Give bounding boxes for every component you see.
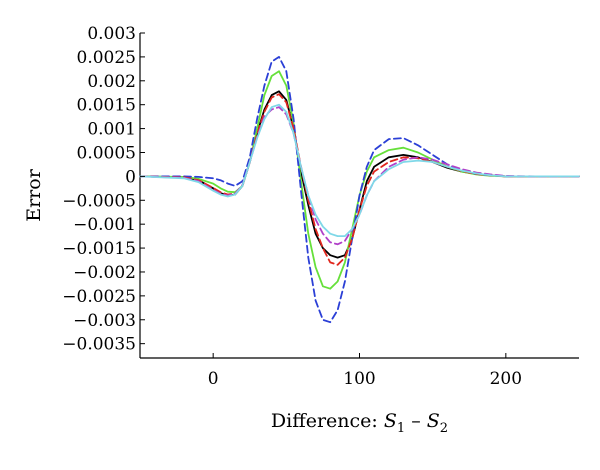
x-label-sub-1: 1 [397, 421, 405, 436]
series-line-1 [139, 90, 580, 259]
y-tick-label: 0.003 [87, 24, 136, 44]
x-tick-label: 100 [343, 369, 375, 389]
x-tick-label: 0 [208, 369, 219, 389]
y-tick-label: 0 [125, 167, 136, 187]
y-tick-label: 0.001 [87, 120, 136, 140]
y-axis-label: Error [23, 168, 45, 221]
ticks-layer: 0.003 0.0025 0.002 0.0015 0.001 0.0005 0 −0.000… [62, 24, 522, 389]
series-line-6 [139, 103, 580, 238]
x-label-var-s2: S [427, 410, 440, 432]
y-tick-label: 0.0015 [77, 96, 136, 116]
x-label-minus: – [405, 410, 427, 432]
y-tick-label: 0.0005 [77, 143, 136, 163]
x-label-var-s1: S [384, 410, 397, 432]
series-layer [139, 56, 580, 324]
y-tick-label: 0.0025 [77, 48, 136, 68]
x-tick-label: 200 [490, 369, 522, 389]
x-axis-label: Difference: S1 – S2 [271, 410, 448, 436]
y-tick-label: −0.0025 [62, 287, 136, 307]
x-label-sub-2: 2 [440, 421, 448, 436]
series-line-2 [139, 70, 580, 290]
series-line-3 [139, 56, 580, 324]
labels-layer: Error Difference: S1 – S2 [23, 168, 448, 436]
y-tick-label: −0.0035 [62, 335, 136, 355]
y-tick-label: −0.001 [73, 215, 136, 235]
y-tick-label: −0.0005 [62, 191, 136, 211]
y-tick-label: −0.002 [73, 263, 136, 283]
y-tick-label: 0.002 [87, 72, 136, 92]
series-line-4 [139, 93, 580, 266]
x-label-text: Difference: [271, 410, 384, 432]
y-tick-label: −0.0015 [62, 239, 136, 259]
y-tick-label: −0.003 [73, 311, 136, 331]
